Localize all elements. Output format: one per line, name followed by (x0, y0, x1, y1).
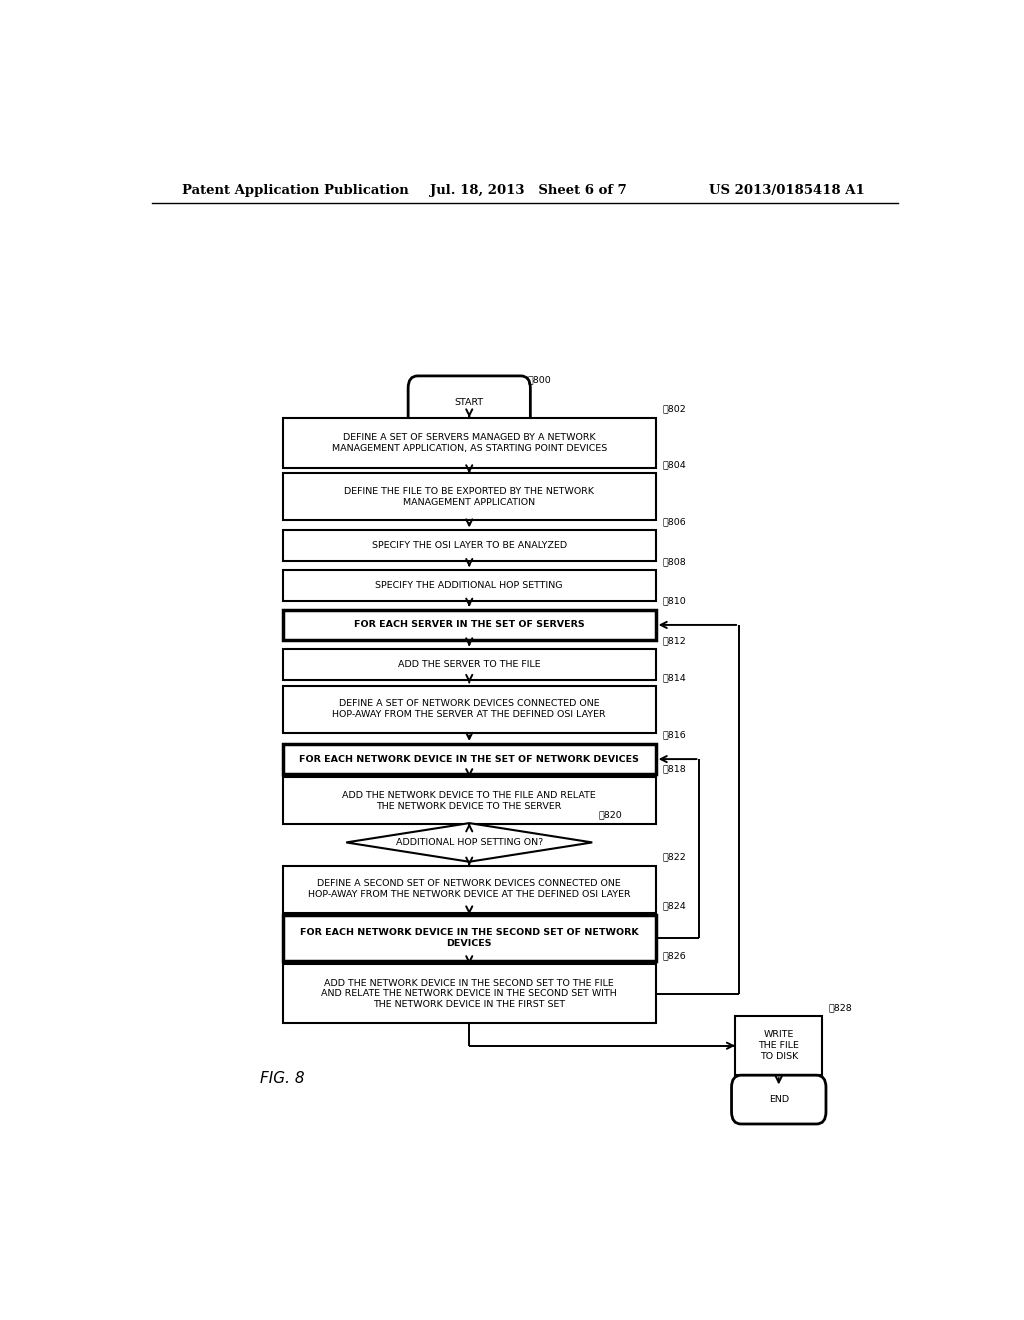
Text: FIG. 8: FIG. 8 (260, 1071, 305, 1086)
Bar (283, 531, 655, 561)
Bar (283, 686, 655, 733)
Text: ⸨808: ⸨808 (663, 557, 686, 566)
Text: ⸨822: ⸨822 (663, 853, 686, 862)
Text: FOR EACH NETWORK DEVICE IN THE SECOND SET OF NETWORK
DEVICES: FOR EACH NETWORK DEVICE IN THE SECOND SE… (300, 928, 639, 948)
Text: ADD THE NETWORK DEVICE TO THE FILE AND RELATE
THE NETWORK DEVICE TO THE SERVER: ADD THE NETWORK DEVICE TO THE FILE AND R… (342, 791, 596, 810)
Text: SPECIFY THE ADDITIONAL HOP SETTING: SPECIFY THE ADDITIONAL HOP SETTING (376, 581, 563, 590)
Polygon shape (346, 824, 592, 862)
Text: WRITE
THE FILE
TO DISK: WRITE THE FILE TO DISK (759, 1031, 799, 1061)
Text: Patent Application Publication: Patent Application Publication (182, 185, 409, 198)
Text: FOR EACH NETWORK DEVICE IN THE SET OF NETWORK DEVICES: FOR EACH NETWORK DEVICE IN THE SET OF NE… (299, 755, 639, 763)
Text: SPECIFY THE OSI LAYER TO BE ANALYZED: SPECIFY THE OSI LAYER TO BE ANALYZED (372, 541, 567, 550)
Text: DEFINE A SET OF NETWORK DEVICES CONNECTED ONE
HOP-AWAY FROM THE SERVER AT THE DE: DEFINE A SET OF NETWORK DEVICES CONNECTE… (333, 700, 606, 719)
Text: DEFINE THE FILE TO BE EXPORTED BY THE NETWORK
MANAGEMENT APPLICATION: DEFINE THE FILE TO BE EXPORTED BY THE NE… (344, 487, 594, 507)
Text: ⸨824: ⸨824 (663, 902, 686, 911)
Text: ADD THE NETWORK DEVICE IN THE SECOND SET TO THE FILE
AND RELATE THE NETWORK DEVI: ADD THE NETWORK DEVICE IN THE SECOND SET… (322, 978, 617, 1008)
Text: ⸨814: ⸨814 (663, 673, 686, 682)
Bar (283, 417, 655, 469)
Bar (283, 915, 655, 961)
Text: ⸨810: ⸨810 (663, 597, 686, 606)
Text: END: END (769, 1096, 788, 1104)
Text: ⸨828: ⸨828 (828, 1003, 853, 1012)
Text: ⸨820: ⸨820 (599, 810, 623, 818)
FancyBboxPatch shape (409, 376, 530, 429)
Bar (283, 570, 655, 601)
Text: DEFINE A SECOND SET OF NETWORK DEVICES CONNECTED ONE
HOP-AWAY FROM THE NETWORK D: DEFINE A SECOND SET OF NETWORK DEVICES C… (308, 879, 631, 899)
Bar (283, 474, 655, 520)
Text: ADD THE SERVER TO THE FILE: ADD THE SERVER TO THE FILE (398, 660, 541, 669)
Text: ADDITIONAL HOP SETTING ON?: ADDITIONAL HOP SETTING ON? (395, 838, 543, 847)
Bar (283, 610, 655, 640)
Text: DEFINE A SET OF SERVERS MANAGED BY A NETWORK
MANAGEMENT APPLICATION, AS STARTING: DEFINE A SET OF SERVERS MANAGED BY A NET… (332, 433, 607, 453)
Text: ⸨826: ⸨826 (663, 952, 686, 961)
Text: ⸨804: ⸨804 (663, 461, 686, 470)
Text: US 2013/0185418 A1: US 2013/0185418 A1 (709, 185, 864, 198)
Text: ⸨806: ⸨806 (663, 517, 686, 527)
Bar (283, 649, 655, 680)
Text: ⸨818: ⸨818 (663, 764, 686, 774)
Text: Jul. 18, 2013   Sheet 6 of 7: Jul. 18, 2013 Sheet 6 of 7 (430, 185, 627, 198)
Text: ⸨802: ⸨802 (663, 404, 686, 413)
Text: ⸨800: ⸨800 (527, 375, 551, 384)
Text: START: START (455, 397, 483, 407)
Bar (283, 744, 655, 775)
Bar (735, 1016, 822, 1076)
Bar (283, 965, 655, 1023)
Bar (283, 777, 655, 824)
Text: ⸨816: ⸨816 (663, 731, 686, 739)
Bar (283, 866, 655, 912)
Text: ⸨812: ⸨812 (663, 636, 686, 645)
FancyBboxPatch shape (731, 1076, 826, 1125)
Text: FOR EACH SERVER IN THE SET OF SERVERS: FOR EACH SERVER IN THE SET OF SERVERS (354, 620, 585, 630)
